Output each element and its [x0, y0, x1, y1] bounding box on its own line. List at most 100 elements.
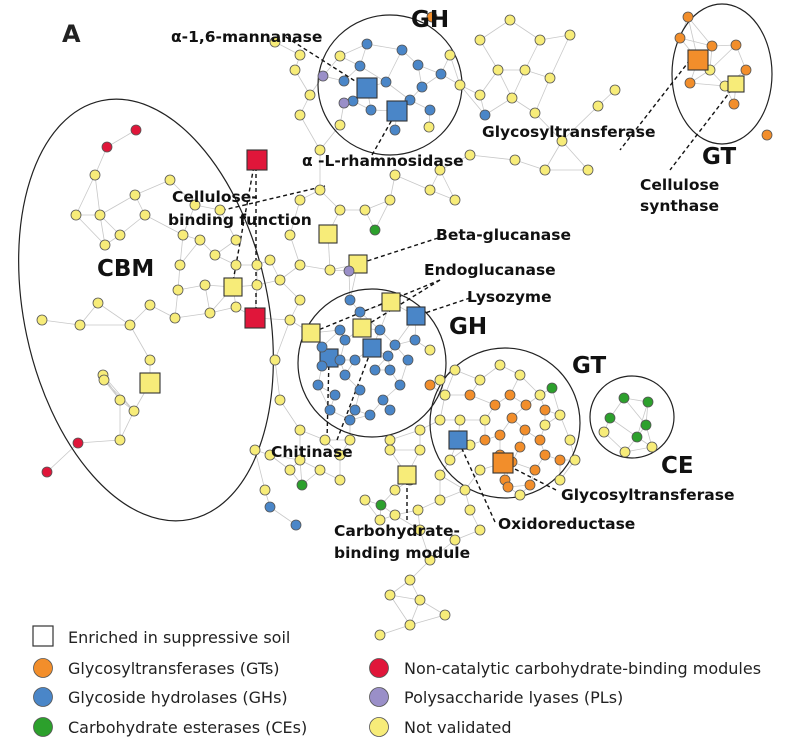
cluster-label-ce: CE: [661, 453, 694, 479]
network-edge: [75, 214, 106, 246]
leader-oxidoreductase: [457, 439, 496, 523]
network-node: [389, 339, 401, 351]
legend-label-ce: Carbohydrate esterases (CEs): [68, 718, 307, 737]
network-node: [409, 334, 421, 346]
network-node: [314, 184, 326, 196]
enriched-node: [448, 430, 468, 450]
network-node: [519, 424, 531, 436]
enriched-node: [381, 292, 401, 312]
network-node: [556, 135, 568, 147]
network-node: [334, 119, 346, 131]
network-edge: [254, 449, 266, 491]
network-edge: [524, 39, 541, 71]
network-edge: [97, 302, 131, 326]
network-node: [369, 224, 381, 236]
network-node: [434, 164, 446, 176]
network-edge: [129, 324, 151, 361]
legend-dot-gh: [33, 687, 53, 707]
network-node: [554, 409, 566, 421]
network-edge: [374, 199, 391, 231]
network-node: [539, 449, 551, 461]
network-edge: [459, 84, 486, 116]
network-node: [426, 11, 438, 23]
panel-label: A: [62, 20, 81, 48]
network-node: [114, 229, 126, 241]
network-edge: [687, 16, 713, 47]
network-edge: [439, 169, 456, 201]
network-edge: [274, 319, 291, 361]
legend-label-cbm: Non-catalytic carbohydrate-binding modul…: [404, 659, 761, 678]
cluster-boundaries: [18, 3, 773, 522]
network-edge: [174, 312, 211, 319]
network-edge: [366, 43, 403, 51]
network-node: [502, 481, 514, 493]
network-node: [539, 419, 551, 431]
network-node: [389, 509, 401, 521]
network-node: [334, 204, 346, 216]
network-node: [294, 194, 306, 206]
network-node: [251, 279, 263, 291]
network-node: [374, 324, 386, 336]
network-node: [414, 424, 426, 436]
network-node: [434, 374, 446, 386]
network-edge: [509, 19, 541, 41]
leader-endoglucanase-a: [310, 279, 441, 334]
network-edge: [134, 179, 171, 196]
network-node: [365, 104, 377, 116]
network-node: [72, 437, 84, 449]
network-node: [289, 64, 301, 76]
network-node: [74, 319, 86, 331]
network-node: [564, 29, 576, 41]
network-node: [324, 404, 336, 416]
network-edge: [544, 140, 563, 171]
enriched-node: [386, 100, 408, 122]
network-node: [416, 81, 428, 93]
network-edge: [41, 319, 81, 326]
legend-label-gt: Glycosyltransferases (GTs): [68, 659, 280, 678]
network-node: [294, 259, 306, 271]
network-node: [402, 354, 414, 366]
network-node: [169, 312, 181, 324]
network-node: [740, 64, 752, 76]
leader-endoglucanase-b: [361, 279, 441, 329]
enriched-node: [362, 338, 382, 358]
network-node: [598, 426, 610, 438]
network-node: [124, 319, 136, 331]
enriched-node: [223, 277, 243, 297]
network-node: [384, 589, 396, 601]
network-node: [230, 234, 242, 246]
enriched-node: [246, 149, 268, 171]
leader-lysozyme: [415, 297, 471, 317]
network-node: [504, 389, 516, 401]
cluster-label-cbm: CBM: [97, 256, 154, 282]
enriched-node: [244, 307, 266, 329]
enriched-node: [397, 465, 417, 485]
network-node: [334, 50, 346, 62]
network-edge: [679, 37, 713, 47]
network-edge: [534, 77, 551, 114]
network-node: [264, 501, 276, 513]
network-node: [269, 36, 281, 48]
annotation-cellulose-synthase-line1: Cellulose: [640, 176, 719, 194]
cluster-label-gt-top: GT: [702, 144, 736, 170]
network-node: [204, 307, 216, 319]
legend-dot-nv: [369, 717, 389, 737]
network-node: [354, 384, 366, 396]
network-node: [520, 399, 532, 411]
cluster-label-gh-top: GH: [411, 7, 449, 33]
network-node: [316, 360, 328, 372]
network-node: [412, 59, 424, 71]
network-node: [569, 454, 581, 466]
network-node: [98, 374, 110, 386]
network-edge: [219, 209, 237, 241]
network-edge: [75, 174, 96, 216]
network-node: [269, 354, 281, 366]
network-node: [646, 441, 658, 453]
network-node: [554, 474, 566, 486]
network-node: [177, 229, 189, 241]
network-node: [506, 92, 518, 104]
network-node: [389, 169, 401, 181]
network-edge: [385, 49, 403, 83]
annotation-cellulose-binding-line1: Cellulose-: [172, 188, 258, 206]
annotation-chitinase: Chitinase: [271, 443, 353, 461]
